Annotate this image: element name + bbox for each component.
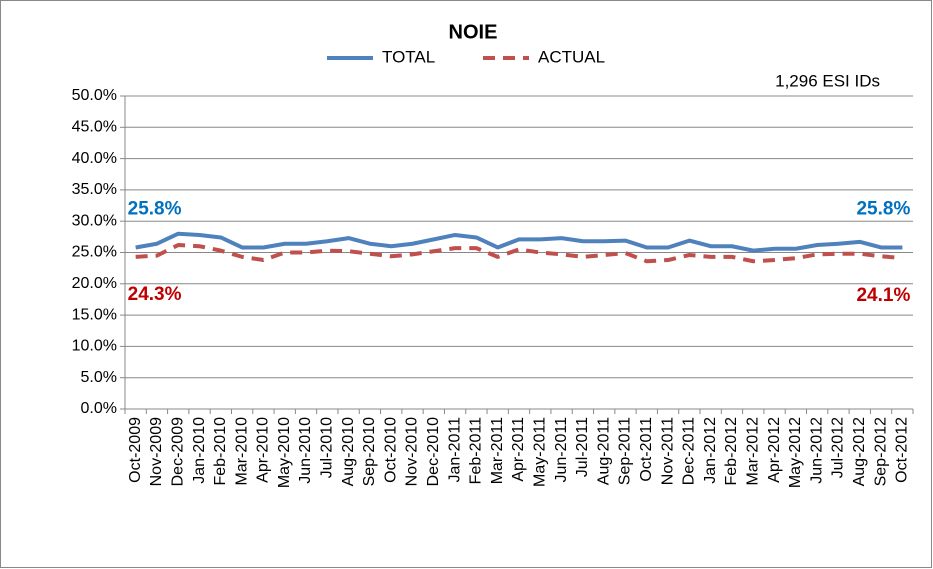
x-tick-label: Jan-2011 — [446, 417, 463, 483]
x-tick-label: Jul-2010 — [319, 417, 336, 478]
legend-label: ACTUAL — [538, 47, 605, 66]
x-tick-label: Mar-2011 — [489, 417, 506, 484]
x-tick-label: Apr-2011 — [510, 417, 527, 482]
x-tick-label: Feb-2012 — [723, 417, 740, 486]
x-tick-label: Aug-2010 — [340, 417, 357, 486]
x-tick-label: Mar-2010 — [233, 417, 250, 486]
x-tick-label: Jun-2012 — [808, 417, 825, 484]
x-tick-label: Feb-2010 — [212, 417, 229, 486]
x-tick-label: Dec-2011 — [681, 417, 698, 485]
chart-title: NOIE — [449, 21, 498, 43]
y-tick-label: 40.0% — [72, 150, 117, 167]
y-tick-label: 25.0% — [72, 244, 117, 261]
x-tick-label: Jun-2011 — [553, 417, 570, 483]
y-tick-label: 10.0% — [72, 338, 117, 355]
x-tick-label: Jan-2012 — [702, 417, 719, 484]
y-tick-label: 5.0% — [81, 369, 117, 386]
y-tick-label: 20.0% — [72, 275, 117, 292]
y-tick-label: 50.0% — [72, 87, 117, 104]
data-label: 24.1% — [856, 285, 910, 306]
x-tick-label: Nov-2009 — [148, 417, 165, 486]
x-tick-label: May-2011 — [532, 417, 549, 487]
annotation: 1,296 ESI IDs — [775, 71, 880, 90]
x-tick-label: Sep-2011 — [617, 417, 634, 485]
x-tick-label: Jul-2011 — [574, 417, 591, 477]
y-tick-label: 35.0% — [72, 181, 117, 198]
legend-label: TOTAL — [382, 47, 435, 66]
y-tick-label: 15.0% — [72, 306, 117, 323]
x-tick-label: Dec-2009 — [169, 417, 186, 486]
data-label: 25.8% — [856, 199, 910, 220]
series-line — [135, 242, 903, 264]
y-tick-label: 30.0% — [72, 212, 117, 229]
data-label: 25.8% — [128, 199, 182, 220]
data-label: 24.3% — [128, 284, 182, 305]
x-tick-label: Oct-2010 — [382, 417, 399, 483]
x-tick-label: Nov-2011 — [659, 417, 676, 485]
y-tick-label: 45.0% — [72, 119, 117, 136]
x-tick-label: Aug-2012 — [851, 417, 868, 486]
y-tick-label: 0.0% — [81, 400, 117, 417]
x-tick-label: Aug-2011 — [595, 417, 612, 485]
x-tick-label: Nov-2010 — [404, 417, 421, 486]
x-tick-label: Apr-2010 — [255, 417, 272, 483]
x-tick-label: Jan-2010 — [191, 417, 208, 484]
x-tick-label: Oct-2012 — [894, 417, 911, 483]
x-tick-label: Jul-2012 — [830, 417, 847, 478]
x-tick-label: May-2010 — [276, 417, 293, 488]
x-tick-label: Oct-2011 — [638, 417, 655, 482]
x-tick-label: Feb-2011 — [468, 417, 485, 484]
x-tick-label: Jun-2010 — [297, 417, 314, 484]
x-tick-label: May-2012 — [787, 417, 804, 488]
x-tick-label: Mar-2012 — [744, 417, 761, 486]
x-tick-label: Dec-2010 — [425, 417, 442, 486]
x-tick-label: Sep-2012 — [872, 417, 889, 486]
x-tick-label: Oct-2009 — [127, 417, 144, 483]
x-tick-label: Sep-2010 — [361, 417, 378, 486]
x-tick-label: Apr-2012 — [766, 417, 783, 483]
series-line — [135, 231, 903, 253]
